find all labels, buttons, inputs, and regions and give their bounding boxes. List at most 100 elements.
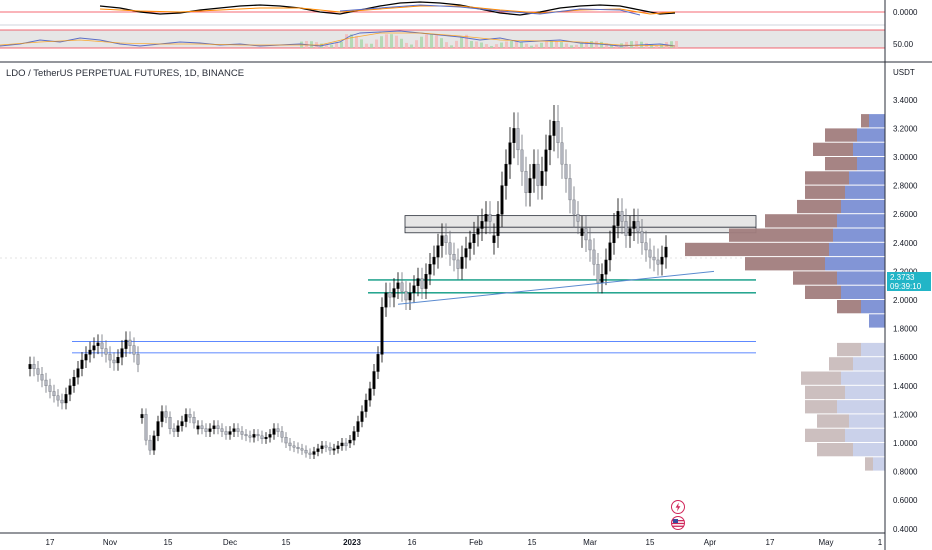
candle-body (656, 259, 660, 265)
candle-body (136, 354, 140, 365)
rsi-hist-bar (580, 43, 583, 48)
rsi-hist-bar (335, 43, 338, 48)
candle-body (588, 239, 592, 251)
currency-label: USDT (893, 68, 915, 77)
candle-body (80, 359, 84, 369)
time-tick-label: 16 (408, 538, 417, 547)
candle-body (644, 242, 648, 251)
candle-body (628, 228, 632, 236)
candle-body (596, 264, 600, 284)
price-tick-label: 1.6000 (893, 353, 918, 362)
time-tick-label: 15 (282, 538, 291, 547)
candle-body (496, 213, 500, 236)
candle-body (240, 431, 244, 435)
candle-body (636, 221, 640, 232)
candle-body (68, 385, 72, 395)
candle-body (192, 417, 196, 424)
trend-line[interactable] (397, 270, 715, 305)
candle-body (204, 428, 208, 432)
time-tick-label: 17 (46, 538, 55, 547)
candle-body (152, 435, 156, 451)
candle-body (536, 163, 540, 186)
candle-body (512, 128, 516, 143)
candle-body (352, 431, 356, 441)
candle-body (268, 434, 272, 438)
rsi-hist-bar (445, 42, 448, 48)
time-tick-label: May (818, 538, 833, 547)
candle-body (140, 414, 144, 419)
main-pane (0, 104, 885, 471)
price-tick-label: 1.0000 (893, 439, 918, 448)
time-tick-label: Mar (583, 538, 597, 547)
candle-body (120, 348, 124, 358)
rsi-hist-bar (535, 44, 538, 48)
candle-body (508, 142, 512, 165)
candle-body (620, 211, 624, 222)
us-flag-icon[interactable] (671, 516, 685, 530)
candle-body (112, 359, 116, 364)
candle-body (392, 288, 396, 298)
candle-body (488, 213, 492, 222)
time-axis[interactable]: 17 Nov 15 Dec 15 2023 16 Feb 15 Mar 15 Apr 17 May 1 (46, 538, 883, 547)
candle-body (380, 306, 384, 355)
price-axis[interactable]: 3.4000 3.2000 3.0000 2.8000 2.6000 2.4000 2.20… (893, 96, 918, 534)
candle-body (404, 291, 408, 301)
price-tick-label: 2.4000 (893, 239, 918, 248)
volume-profile-up-bar (845, 185, 885, 199)
candle-body (504, 163, 508, 186)
candle-body (132, 345, 136, 355)
candle-body (188, 414, 192, 418)
volume-profile-up-bar (841, 285, 885, 299)
candle-body (56, 395, 60, 401)
candle-body (520, 149, 524, 172)
volume-profile-down-bar (865, 457, 873, 471)
rsi-pane (0, 29, 885, 49)
candle-body (100, 342, 104, 349)
candle-body (292, 445, 296, 448)
candle-body (220, 428, 224, 432)
rsi-hist-bar (555, 41, 558, 48)
candle-body (304, 449, 308, 454)
price-tick-label: 2.2000 (893, 267, 918, 276)
candle-body (320, 445, 324, 449)
symbol-title[interactable]: LDO / TetherUS PERPETUAL FUTURES, 1D, BI… (6, 68, 244, 79)
candles (28, 104, 668, 460)
candle-body (144, 414, 148, 441)
volume-profile-up-bar (853, 443, 885, 457)
bar-countdown: 09:39:10 (890, 282, 922, 291)
lightning-icon[interactable] (671, 500, 685, 514)
candle-body (252, 434, 256, 438)
price-tick-label: 3.4000 (893, 96, 918, 105)
candle-body (180, 421, 184, 427)
candle-body (456, 259, 460, 269)
candle-body (244, 434, 248, 437)
rsi-hist-bar (510, 41, 513, 48)
candle-body (276, 428, 280, 432)
rsi-hist-bar (435, 35, 438, 48)
rsi-hist-bar (360, 39, 363, 48)
candle-body (164, 411, 168, 418)
candle-body (428, 264, 432, 275)
candle-body (376, 354, 380, 372)
rsi-hist-bar (465, 34, 468, 48)
candle-body (444, 235, 448, 243)
candle-body (184, 414, 188, 422)
rsi-hist-bar (565, 43, 568, 48)
candle-body (600, 274, 604, 284)
price-tick-label: 0.6000 (893, 496, 918, 505)
candle-body (172, 428, 176, 432)
candle-body (52, 391, 56, 397)
volume-profile-up-bar (841, 199, 885, 214)
candle-body (148, 439, 152, 451)
candle-body (232, 428, 236, 432)
volume-profile-up-bar (837, 214, 885, 228)
volume-profile-up-bar (837, 400, 885, 414)
volume-profile-down-bar (805, 385, 845, 400)
candle-body (92, 345, 96, 351)
candle-body (576, 213, 580, 222)
price-tick-label: 1.4000 (893, 382, 918, 391)
rsi-hist-bar (610, 45, 613, 48)
rsi-hist-bar (350, 34, 353, 48)
candle-body (344, 442, 348, 447)
